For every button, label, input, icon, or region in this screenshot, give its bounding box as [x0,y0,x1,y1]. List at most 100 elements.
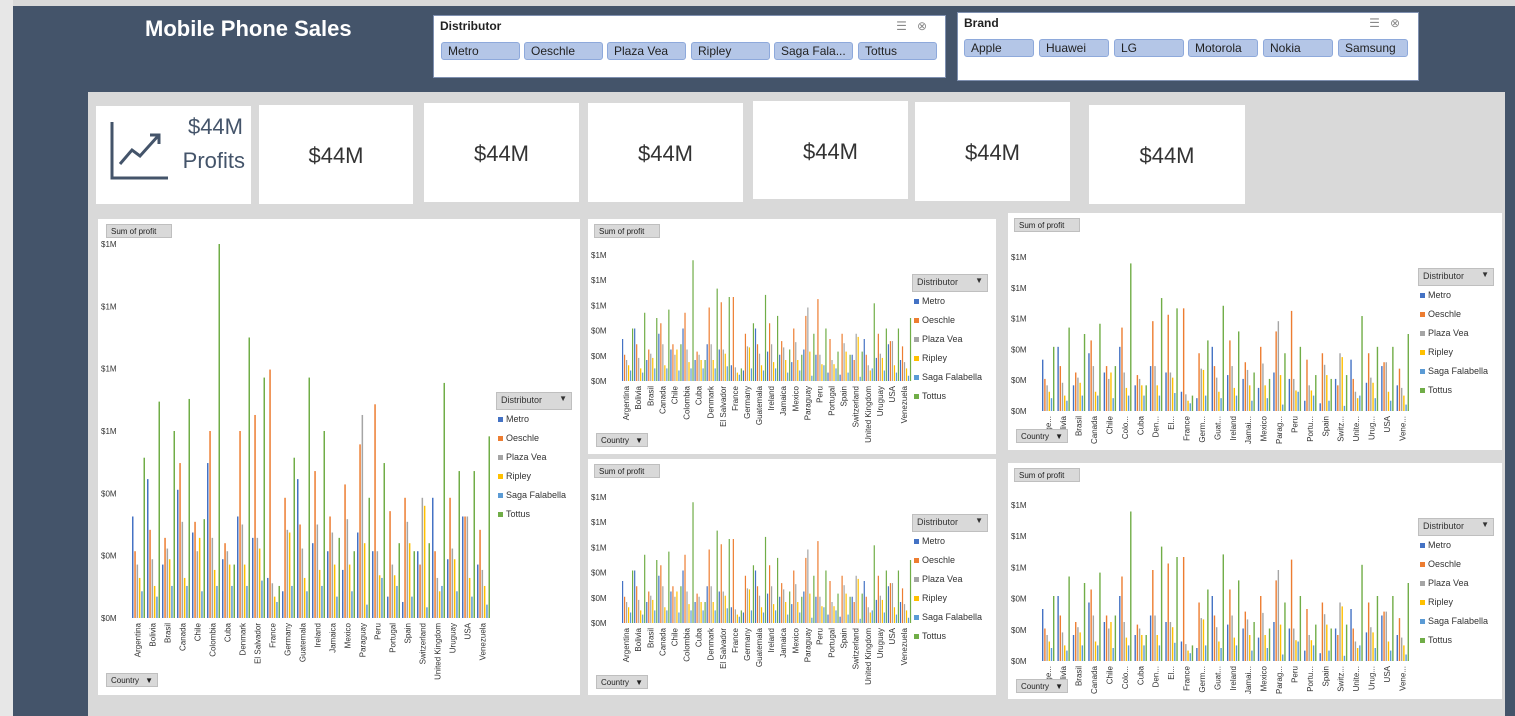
bar-ripley[interactable] [688,604,690,623]
bar-saga-falabella[interactable] [1374,398,1376,411]
bar-oeschle[interactable] [1398,618,1401,661]
bar-oeschle[interactable] [239,431,241,618]
bar-oeschle[interactable] [1167,314,1169,411]
bar-metro[interactable] [1319,653,1321,661]
bar-plaza-vea[interactable] [879,595,881,623]
bar-tottus[interactable] [764,294,767,381]
bar-plaza-vea[interactable] [1246,619,1249,661]
bar-saga-falabella[interactable] [1050,398,1053,411]
bar-ripley[interactable] [1233,387,1235,411]
bar-tottus[interactable] [837,351,839,381]
bar-tottus[interactable] [752,565,755,623]
value-field-button[interactable]: Sum of profit [594,224,660,238]
bar-metro[interactable] [1242,378,1244,411]
bar-tottus[interactable] [143,457,146,618]
bar-metro[interactable] [706,586,708,623]
bar-plaza-vea[interactable] [1400,387,1403,411]
bar-oeschle[interactable] [1275,580,1277,661]
bar-ripley[interactable] [1048,641,1050,662]
bar-saga-falabella[interactable] [486,604,488,618]
bar-plaza-vea[interactable] [286,529,289,618]
bar-metro[interactable] [742,370,745,382]
bar-oeschle[interactable] [1383,362,1385,411]
axis-field-button[interactable]: Country ▼ [106,673,158,687]
bar-metro[interactable] [839,374,841,381]
bar-saga-falabella[interactable] [835,368,837,381]
bar-plaza-vea[interactable] [1123,622,1125,661]
bar-tottus[interactable] [1315,375,1317,411]
bar-tottus[interactable] [1284,353,1286,411]
bar-ripley[interactable] [1079,632,1081,661]
bar-oeschle[interactable] [889,583,892,623]
bar-ripley[interactable] [760,607,763,623]
bar-plaza-vea[interactable] [1215,377,1218,411]
bar-tottus[interactable] [909,560,912,623]
bar-oeschle[interactable] [672,586,674,623]
bar-tottus[interactable] [789,591,791,624]
bar-metro[interactable] [682,328,684,382]
bar-metro[interactable] [1103,372,1106,412]
bar-oeschle[interactable] [1352,378,1354,411]
bar-saga-falabella[interactable] [678,612,680,624]
bar-metro[interactable] [1257,387,1260,411]
bar-saga-falabella[interactable] [1312,645,1315,661]
bar-plaza-vea[interactable] [626,602,628,623]
bar-oeschle[interactable] [732,539,734,623]
bar-saga-falabella[interactable] [859,376,861,381]
bar-tottus[interactable] [885,328,887,382]
bar-oeschle[interactable] [299,524,301,619]
bar-ripley[interactable] [1249,635,1251,661]
bar-metro[interactable] [1227,624,1229,661]
bar-tottus[interactable] [308,377,311,618]
bar-plaza-vea[interactable] [734,367,736,381]
bar-metro[interactable] [658,575,660,623]
bar-metro[interactable] [1334,378,1337,411]
bar-ripley[interactable] [1171,377,1174,411]
bar-saga-falabella[interactable] [762,612,765,624]
bar-tottus[interactable] [413,551,416,618]
bar-oeschle[interactable] [805,557,807,623]
bar-ripley[interactable] [1202,369,1205,411]
bar-tottus[interactable] [383,463,386,618]
bar-metro[interactable] [1196,398,1198,411]
bar-plaza-vea[interactable] [662,586,664,623]
bar-plaza-vea[interactable] [879,353,881,381]
bar-oeschle[interactable] [1198,353,1200,411]
bar-metro[interactable] [1350,609,1352,661]
bar-tottus[interactable] [1160,546,1163,661]
bar-saga-falabella[interactable] [750,368,753,381]
bar-plaza-vea[interactable] [466,516,469,618]
bar-tottus[interactable] [1268,628,1271,662]
bar-plaza-vea[interactable] [1108,628,1110,662]
bar-ripley[interactable] [1094,641,1097,662]
bar-metro[interactable] [1196,648,1198,661]
bar-tottus[interactable] [740,368,742,381]
bar-metro[interactable] [1288,378,1291,411]
bar-oeschle[interactable] [696,351,698,381]
bar-oeschle[interactable] [841,333,843,381]
bar-ripley[interactable] [809,593,811,623]
bar-ripley[interactable] [1264,385,1266,411]
bar-metro[interactable] [803,349,805,382]
bar-saga-falabella[interactable] [456,591,458,618]
bar-tottus[interactable] [644,554,646,623]
bar-metro[interactable] [372,551,374,618]
bar-plaza-vea[interactable] [626,360,628,381]
bar-plaza-vea[interactable] [241,524,244,619]
bar-metro[interactable] [694,602,696,623]
bar-tottus[interactable] [813,575,815,623]
bar-plaza-vea[interactable] [855,575,857,623]
bar-saga-falabella[interactable] [702,610,704,623]
bar-plaza-vea[interactable] [451,548,454,618]
bar-tottus[interactable] [248,337,251,619]
value-field-button[interactable]: Sum of profit [1014,468,1080,482]
brand-option[interactable]: Motorola [1188,39,1258,57]
bar-oeschle[interactable] [624,354,626,381]
bar-ripley[interactable] [869,612,871,624]
bar-tottus[interactable] [825,570,827,624]
bar-plaza-vea[interactable] [1154,615,1156,662]
bar-ripley[interactable] [869,370,871,382]
bar-ripley[interactable] [1295,390,1297,411]
bar-plaza-vea[interactable] [1385,362,1387,411]
bar-plaza-vea[interactable] [1277,321,1280,411]
